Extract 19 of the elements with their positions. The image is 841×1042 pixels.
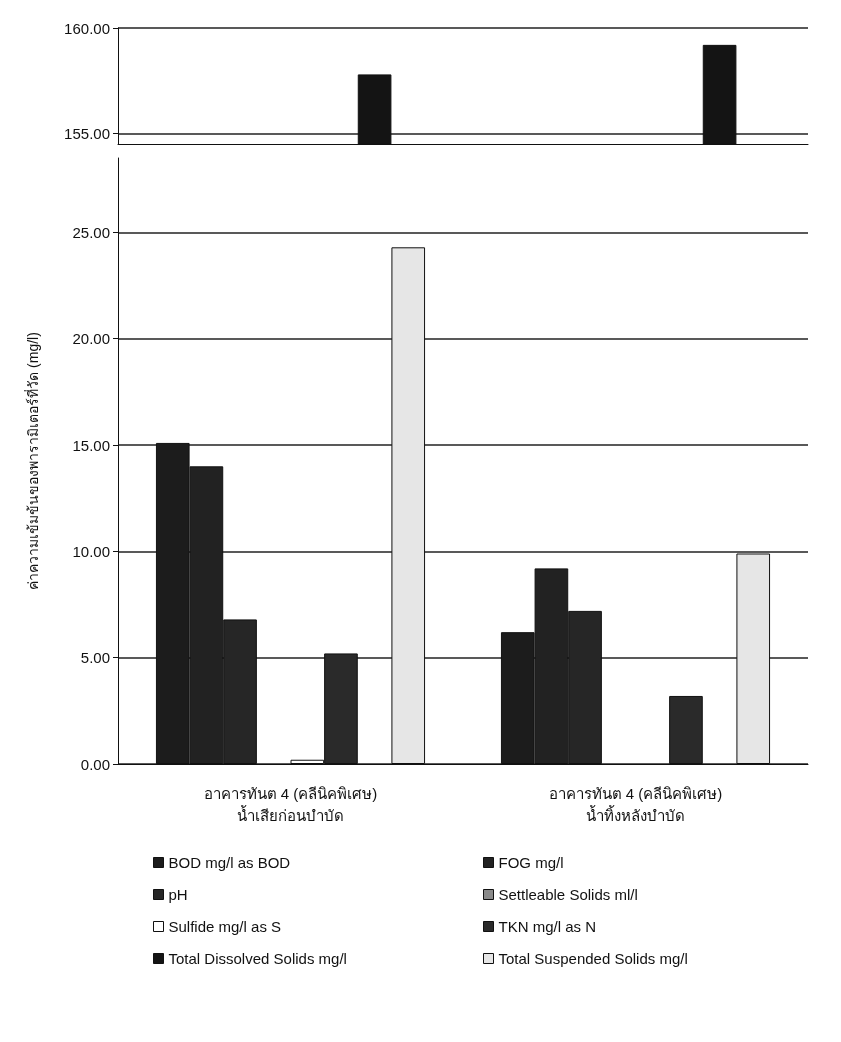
y-tick-label: 15.00 [72, 436, 110, 454]
legend-label: Total Suspended Solids mg/l [498, 950, 688, 967]
y-tick-label: 160.00 [64, 19, 110, 37]
y-axis-title: ค่าความเข้มข้นของพารามิเตอร์ที่วัด (mg/l) [24, 332, 41, 590]
legend-label: Total Dissolved Solids mg/l [168, 950, 347, 967]
y-tick-label: 10.00 [72, 542, 110, 560]
x-tick-label: อาคารทันต 4 (คลีนิคพิเศษ) น้ำเสียก่อนบำบัด [203, 784, 378, 824]
y-tick-label: 5.00 [80, 649, 110, 667]
legend-label: Sulfide mg/l as S [168, 918, 282, 935]
legend-label: Settleable Solids ml/l [498, 886, 638, 903]
legend-label: BOD mg/l as BOD [168, 854, 291, 871]
y-tick-label: 20.00 [72, 330, 110, 348]
legend-label: TKN mg/l as N [498, 918, 597, 935]
legend-label: pH [168, 886, 188, 903]
y-tick-label: 0.00 [80, 755, 110, 773]
y-tick-label: 25.00 [72, 223, 110, 241]
y-tick-label: 155.00 [64, 124, 110, 142]
x-tick-label: อาคารทันต 4 (คลีนิคพิเศษ) น้ำทิ้งหลังบำบัด [548, 784, 723, 824]
legend-label: FOG mg/l [498, 854, 564, 871]
